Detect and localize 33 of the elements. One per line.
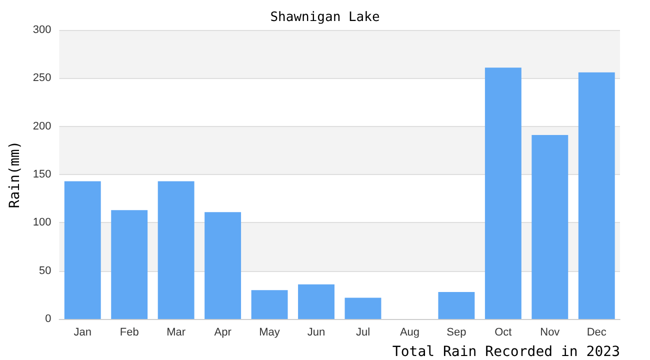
x-tick-label: May (259, 326, 280, 338)
bar (64, 181, 101, 319)
y-tick-label: 250 (32, 72, 52, 84)
x-tick-label: Nov (540, 326, 560, 338)
y-tick-label: 100 (32, 216, 52, 229)
y-axis-title: Rain(mm) (7, 140, 23, 208)
bar (251, 290, 288, 319)
bar (344, 298, 382, 319)
x-tick-label: Dec (586, 326, 607, 338)
x-tick-label: Mar (166, 326, 186, 338)
x-tick-label: Feb (120, 326, 139, 338)
x-axis-title: Total Rain Recorded in 2023 (392, 344, 620, 360)
x-tick-label: Aug (400, 326, 420, 338)
y-tick-label: 300 (32, 24, 52, 36)
bar (158, 181, 194, 319)
x-tick-label: Apr (214, 326, 232, 338)
x-tick-label: Jan (74, 326, 92, 338)
bar (578, 72, 615, 319)
bar (298, 284, 334, 319)
chart-title: Shawnigan Lake (270, 10, 380, 25)
y-tick-label: 200 (32, 120, 52, 132)
y-tick-label: 0 (45, 313, 52, 325)
y-tick-label: 150 (32, 168, 52, 180)
bar (204, 212, 242, 319)
bar (438, 292, 475, 319)
y-tick-label: 50 (39, 264, 52, 277)
bar (111, 210, 148, 319)
x-tick-label: Jun (307, 326, 326, 338)
x-tick-label: Sep (446, 326, 466, 338)
x-tick-label: Oct (494, 326, 512, 338)
bar (484, 68, 522, 319)
bar (532, 135, 568, 319)
x-tick-label: Jul (356, 326, 370, 338)
